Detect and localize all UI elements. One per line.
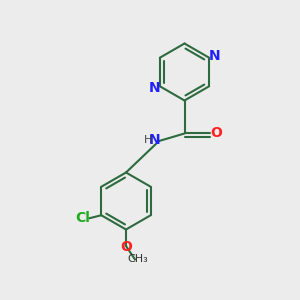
Text: N: N <box>148 81 160 95</box>
Text: O: O <box>120 240 132 254</box>
Text: O: O <box>211 127 223 140</box>
Text: Cl: Cl <box>75 211 90 225</box>
Text: CH₃: CH₃ <box>128 254 148 265</box>
Text: H: H <box>144 135 153 145</box>
Text: N: N <box>148 133 160 147</box>
Text: N: N <box>209 49 220 63</box>
